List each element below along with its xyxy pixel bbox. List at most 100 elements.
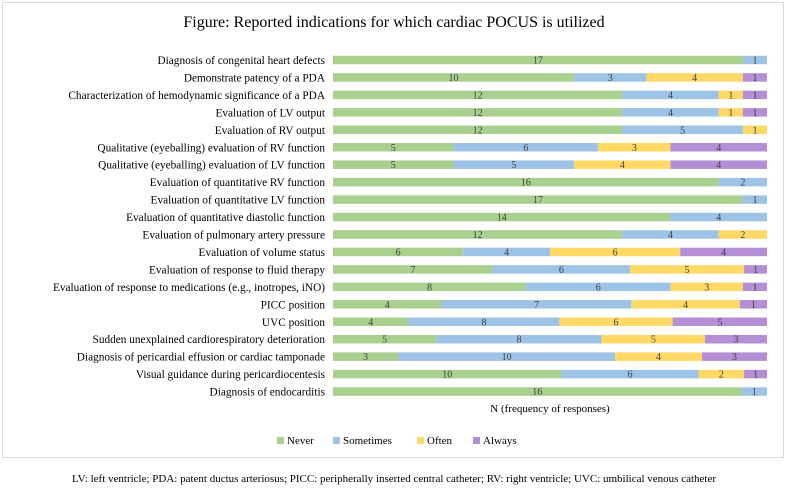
bar-value-label: 4: [668, 90, 673, 101]
bar-segment-sometimes: [622, 108, 719, 117]
legend-swatch-always: [473, 437, 480, 444]
bar-value-label: 1: [753, 265, 758, 276]
bar-value-label: 5: [651, 335, 656, 346]
bar-segment-sometimes: [670, 212, 767, 222]
bar-segment-always: [705, 334, 767, 344]
bar-segment-often: [742, 125, 767, 135]
bar-value-label: 5: [511, 160, 516, 171]
category-label: PICC position: [261, 299, 326, 311]
bar-value-label: 1: [752, 125, 757, 136]
bar-value-label: 7: [410, 265, 415, 276]
bar-segment-always: [744, 369, 767, 379]
bar-segment-never: [333, 265, 493, 274]
bar-value-label: 4: [668, 108, 673, 119]
category-label: Evaluation of LV output: [215, 107, 325, 119]
bar-value-label: 10: [502, 352, 512, 363]
bar-segment-always: [701, 352, 767, 361]
bar-value-label: 1: [752, 195, 757, 206]
bar-segment-never: [333, 125, 623, 135]
bar-value-label: 1: [753, 370, 758, 381]
category-label: Visual guidance during pericardiocentesi…: [136, 369, 325, 381]
bar-value-label: 1: [728, 108, 733, 119]
bar-segment-sometimes: [463, 247, 550, 257]
bar-segment-often: [670, 282, 743, 292]
bar-segment-often: [646, 73, 743, 82]
category-label: Evaluation of response to fluid therapy: [149, 264, 325, 276]
bar-value-label: 8: [481, 317, 486, 328]
bar-value-label: 2: [719, 370, 724, 381]
bar-value-label: 6: [596, 282, 601, 293]
category-label: Evaluation of volume status: [199, 247, 325, 259]
bar-value-label: 6: [613, 247, 618, 258]
bar-segment-sometimes: [742, 195, 767, 204]
bar-value-label: 4: [683, 300, 688, 311]
legend-label-always: Always: [483, 435, 517, 447]
bar-value-label: 5: [717, 317, 722, 328]
category-label: Diagnosis of pericardial effusion or car…: [77, 352, 325, 364]
bar-segment-sometimes: [398, 352, 616, 361]
category-label: Demonstrate patency of a PDA: [184, 72, 326, 84]
bar-value-label: 12: [473, 108, 483, 119]
bar-value-label: 1: [751, 300, 756, 311]
bar-value-label: 4: [656, 352, 661, 363]
bar-segment-never: [333, 108, 623, 117]
bar-segment-often: [598, 143, 671, 152]
bar-segment-sometimes: [453, 143, 599, 152]
category-label: Evaluation of RV output: [215, 125, 326, 137]
bar-value-label: 8: [517, 335, 522, 346]
bar-value-label: 5: [382, 335, 387, 346]
category-label: Diagnosis of endocarditis: [210, 387, 325, 399]
bar-segment-often: [718, 90, 743, 100]
bar-segment-never: [333, 387, 742, 396]
legend-swatch-never: [277, 437, 284, 444]
bar-segment-often: [574, 160, 671, 169]
bar-value-label: 4: [716, 143, 721, 154]
category-label: UVC position: [262, 317, 325, 329]
bar-value-label: 4: [668, 230, 673, 241]
bar-segment-often: [629, 265, 745, 274]
legend-label-often: Often: [427, 435, 453, 447]
bar-value-label: 4: [716, 160, 721, 171]
bar-value-label: 3: [732, 352, 737, 363]
bar-segment-sometimes: [441, 300, 632, 309]
bar-segment-always: [742, 108, 767, 117]
bar-segment-always: [739, 300, 767, 309]
bar-value-label: 12: [473, 90, 483, 101]
category-label: Evaluation of response to medications (e…: [53, 282, 325, 294]
bar-value-label: 12: [473, 125, 483, 136]
bar-segment-often: [550, 247, 681, 257]
bar-segment-never: [333, 230, 623, 239]
bar-value-label: 17: [533, 195, 543, 206]
bar-value-label: 6: [396, 247, 401, 258]
legend-label-never: Never: [287, 435, 314, 447]
bar-value-label: 6: [627, 370, 632, 381]
bar-segment-always: [742, 282, 767, 292]
bar-segment-sometimes: [561, 369, 699, 379]
bar-segment-often: [698, 369, 745, 379]
bar-segment-never: [333, 300, 442, 309]
legend-label-sometimes: Sometimes: [343, 435, 392, 447]
bar-value-label: 6: [559, 265, 564, 276]
bar-value-label: 8: [427, 282, 432, 293]
category-label: Qualitative (eyeballing) evaluation of L…: [98, 160, 325, 172]
legend-swatch-sometimes: [333, 437, 340, 444]
bar-value-label: 4: [721, 247, 726, 258]
bar-value-label: 2: [740, 230, 745, 241]
bar-segment-sometimes: [741, 387, 767, 396]
bar-segment-sometimes: [408, 317, 560, 326]
bar-segment-never: [333, 160, 454, 169]
bar-segment-sometimes: [436, 334, 602, 344]
bar-segment-always: [672, 317, 767, 326]
abbreviation-footnote: LV: left ventricle; PDA: patent ductus a…: [71, 473, 717, 485]
bar-segment-never: [333, 282, 526, 292]
category-label: Evaluation of quantitative diastolic fun…: [126, 212, 325, 224]
bar-value-label: 3: [704, 282, 709, 293]
bar-value-label: 1: [752, 282, 757, 293]
bar-segment-never: [333, 247, 464, 257]
bar-value-label: 1: [728, 90, 733, 101]
bar-value-label: 17: [533, 56, 543, 67]
bar-value-label: 3: [734, 335, 739, 346]
category-label: Sudden unexplained cardiorespiratory det…: [93, 334, 326, 346]
bar-segment-sometimes: [574, 73, 647, 82]
bar-segment-sometimes: [492, 265, 630, 274]
